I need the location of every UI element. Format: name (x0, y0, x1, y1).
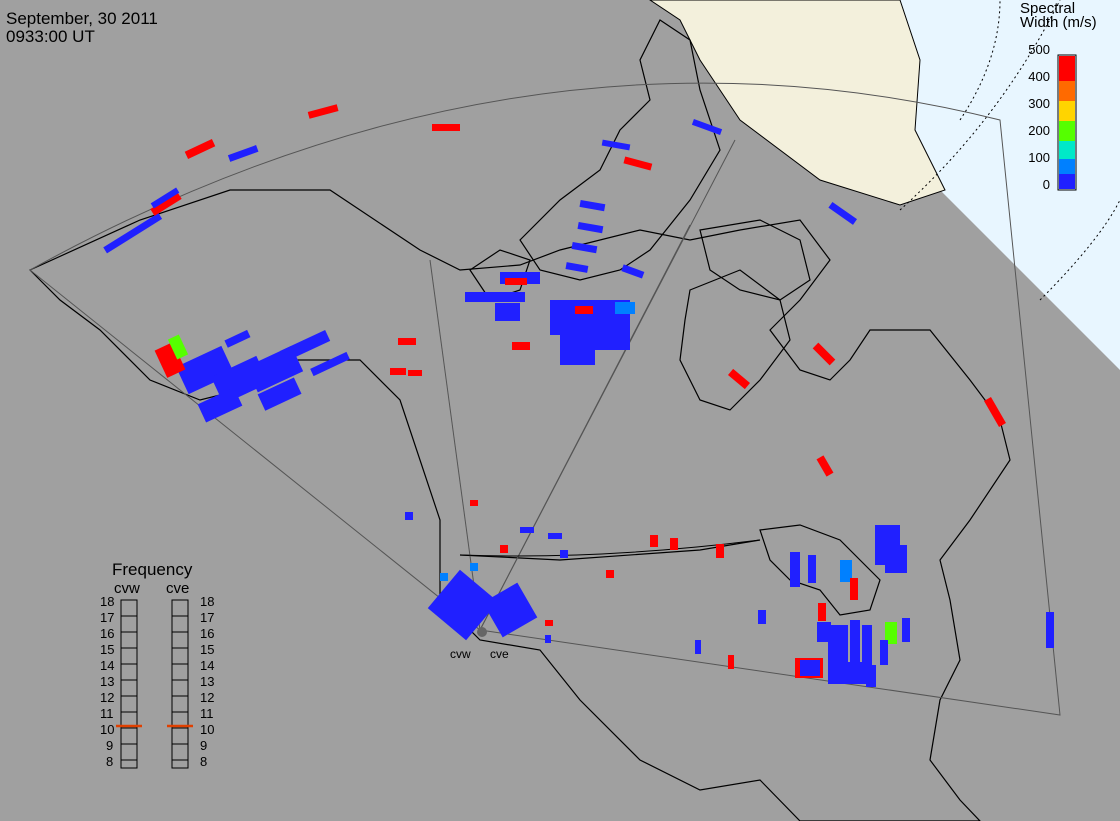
latitude-circle-1 (899, 0, 1061, 211)
freq-tick-right: 12 (200, 690, 215, 705)
colorbar-tick-200: 200 (1028, 123, 1050, 138)
hudson-bay (679, 269, 791, 411)
freq-tick-left: 9 (106, 738, 114, 753)
freq-tick-left: 16 (100, 626, 115, 641)
radar-label-cvw: cvw (450, 647, 471, 661)
freq-tick-right: 16 (200, 626, 215, 641)
freq-tick-left: 13 (100, 674, 115, 689)
radar-fov-outline (29, 82, 1061, 716)
freq-tick-left: 8 (106, 754, 114, 769)
freq-tick-left: 18 (100, 594, 115, 609)
border-line (459, 539, 761, 561)
frequency-cve-scale (167, 599, 193, 769)
radar-site-marker (477, 627, 487, 637)
radar-label-cve: cve (490, 647, 509, 661)
freq-tick-right: 17 (200, 610, 215, 625)
time-label: 0933:00 UT (6, 27, 95, 46)
greenland-land (649, 0, 946, 206)
arctic-islands (519, 19, 721, 281)
frequency-right-label: cve (166, 580, 190, 597)
fov-divider-3 (479, 224, 691, 631)
freq-tick-right: 8 (200, 754, 208, 769)
colorbar (1057, 54, 1077, 191)
backscatter-cells (103, 104, 1054, 687)
freq-tick-left: 17 (100, 610, 115, 625)
freq-tick-left: 11 (100, 706, 114, 721)
freq-tick-right: 14 (200, 658, 215, 673)
latitude-circle-3 (959, 0, 1001, 121)
freq-tick-right: 13 (200, 674, 215, 689)
frequency-title: Frequency (112, 560, 193, 579)
freq-tick-right: 18 (200, 594, 215, 609)
freq-tick-left: 10 (100, 722, 115, 737)
colorbar-tick-500: 500 (1028, 42, 1050, 57)
colorbar-tick-400: 400 (1028, 69, 1050, 84)
colorbar-tick-100: 100 (1028, 150, 1050, 165)
colorbar-title-line2: Width (m/s) (1020, 14, 1097, 31)
freq-tick-right: 15 (200, 642, 215, 657)
baffin-island (699, 219, 811, 301)
frequency-cvw-scale (116, 599, 142, 769)
freq-tick-left: 14 (100, 658, 115, 673)
arctic-sea (650, 0, 1120, 370)
freq-tick-left: 12 (100, 690, 115, 705)
colorbar-tick-300: 300 (1028, 96, 1050, 111)
great-lakes (759, 524, 881, 616)
date-label: September, 30 2011 (6, 9, 158, 28)
freq-tick-right: 9 (200, 738, 208, 753)
colorbar-tick-0: 0 (1042, 177, 1050, 192)
freq-tick-left: 15 (100, 642, 115, 657)
freq-tick-right: 10 (200, 722, 215, 737)
frequency-left-label: cvw (114, 580, 140, 597)
colorbar-title-line1: Spectral (1020, 0, 1076, 17)
fov-divider-1 (429, 259, 481, 631)
freq-tick-right: 11 (200, 706, 214, 721)
